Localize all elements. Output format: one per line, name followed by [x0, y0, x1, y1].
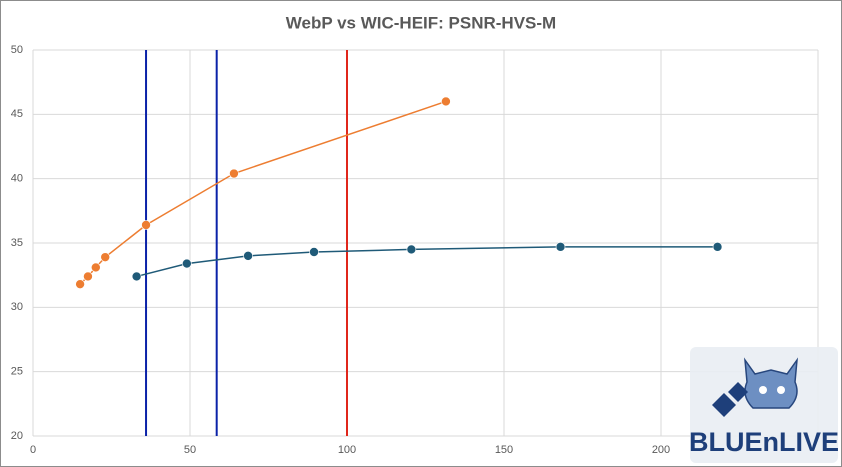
y-tick-label: 25	[11, 366, 23, 378]
y-tick-label: 40	[11, 173, 23, 185]
x-tick-label: 0	[30, 444, 36, 456]
y-tick-label: 20	[11, 430, 23, 442]
point	[75, 279, 85, 289]
y-tick-label: 30	[11, 301, 23, 313]
watermark-logo: BLUEnLIVE	[689, 347, 839, 463]
point	[712, 242, 723, 252]
chart-title: WebP vs WIC-HEIF: PSNR-HVS-M	[286, 13, 556, 32]
point	[182, 258, 192, 269]
point	[243, 251, 253, 261]
point	[309, 247, 319, 257]
point	[131, 271, 142, 282]
point	[141, 220, 151, 230]
x-tick-label: 150	[495, 444, 513, 456]
y-tick-label: 45	[11, 108, 23, 120]
point	[406, 244, 417, 255]
y-tick-label: 50	[11, 44, 23, 56]
point	[83, 271, 93, 282]
point	[100, 252, 111, 262]
point	[229, 168, 239, 179]
point	[555, 242, 566, 252]
point	[91, 262, 101, 273]
x-tick-label: 50	[184, 444, 196, 456]
x-tick-label: 100	[338, 444, 356, 456]
y-tick-label: 35	[11, 237, 23, 249]
x-tick-label: 200	[652, 444, 670, 456]
marks	[75, 50, 723, 436]
point	[441, 96, 451, 107]
watermark-text: BLUEnLIVE	[689, 427, 839, 457]
